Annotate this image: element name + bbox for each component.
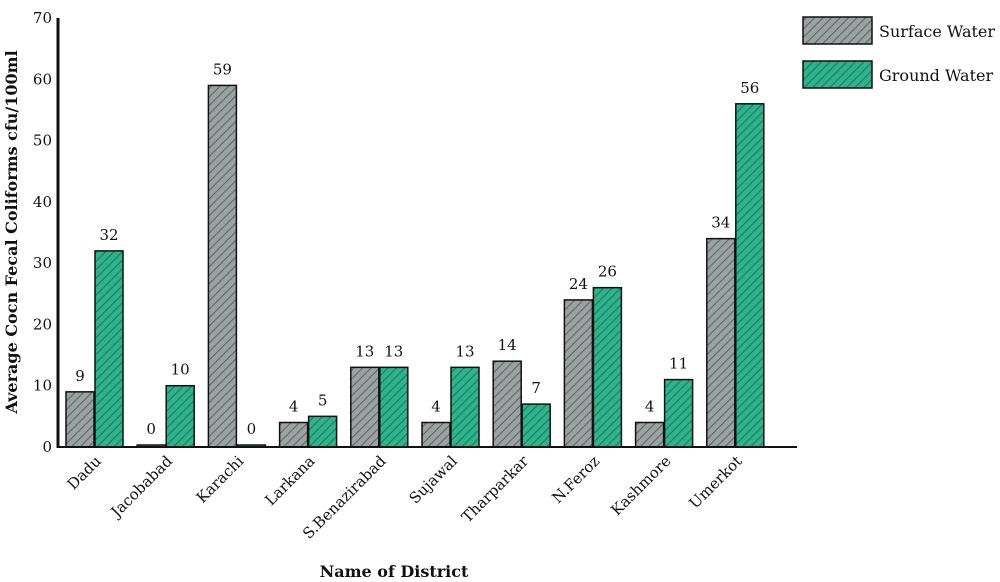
bar-ground-water	[165, 384, 195, 448]
y-tick-label: 40	[33, 193, 52, 211]
bar-surface-water	[706, 237, 736, 448]
data-label-ground-water: 11	[669, 355, 688, 373]
bar-ground-water	[450, 366, 480, 448]
legend-label-ground-water: Ground Water	[879, 66, 993, 85]
x-tick-label: Umerkot	[685, 452, 745, 512]
bar-surface-water	[492, 360, 522, 448]
data-label-ground-water: 13	[384, 342, 403, 360]
x-tick-label: N.Feroz	[548, 452, 603, 507]
bar-ground-water	[592, 286, 623, 448]
data-label-ground-water: 10	[171, 361, 190, 379]
bar-ground-water	[94, 250, 124, 448]
bar-surface-water	[563, 299, 594, 448]
data-label-surface-water: 4	[289, 397, 299, 415]
data-label-ground-water: 56	[740, 79, 759, 97]
legend-label-surface-water: Surface Water	[879, 22, 995, 41]
bar-ground-water	[735, 103, 765, 448]
x-tick-label: Larkana	[261, 452, 318, 509]
y-tick-label: 20	[33, 315, 52, 333]
bar-ground-water	[307, 415, 338, 448]
x-tick-label: Jacobabad	[106, 452, 176, 522]
x-axis-title: Name of District	[320, 562, 469, 581]
bar-surface-water	[207, 84, 238, 448]
x-tick-label: Karachi	[193, 452, 248, 507]
bar-surface-water	[634, 421, 665, 448]
x-tick-label: Dadu	[64, 452, 105, 493]
x-tick-label: Sujawal	[406, 452, 461, 507]
y-tick-label: 0	[42, 438, 52, 456]
data-label-surface-water: 14	[498, 336, 517, 354]
legend-swatch-ground-water	[802, 60, 873, 89]
y-tick-label: 50	[33, 132, 52, 150]
bar-ground-water	[663, 378, 694, 448]
data-label-ground-water: 26	[598, 263, 617, 281]
y-axis-title: Average Cocn Fecal Coliforms cfu/100ml	[2, 50, 21, 414]
data-label-surface-water: 4	[645, 397, 655, 415]
data-label-surface-water: 34	[711, 214, 730, 232]
data-label-ground-water: 32	[99, 226, 118, 244]
data-label-surface-water: 59	[213, 60, 232, 78]
y-tick-label: 60	[33, 70, 52, 88]
data-label-ground-water: 5	[318, 391, 328, 409]
data-label-ground-water: 13	[455, 342, 474, 360]
legend: Surface Water Ground Water	[802, 16, 995, 89]
legend-swatch-surface-water	[802, 16, 873, 45]
data-label-surface-water: 13	[355, 342, 374, 360]
bar-ground-water	[521, 403, 551, 448]
data-label-ground-water: 7	[531, 379, 541, 397]
bar-ground-water	[379, 366, 409, 448]
data-label-surface-water: 9	[75, 367, 85, 385]
data-label-surface-water: 24	[569, 275, 588, 293]
bar-surface-water	[350, 366, 380, 448]
data-label-surface-water: 0	[146, 420, 156, 438]
x-tick-label: Tharparkar	[458, 452, 533, 527]
data-label-surface-water: 4	[431, 397, 441, 415]
y-tick-label: 70	[33, 9, 52, 27]
y-tick-label: 10	[33, 377, 52, 395]
bar-surface-water	[278, 421, 309, 448]
bar-surface-water	[421, 421, 451, 448]
x-tick-label: Kashmore	[607, 452, 674, 519]
y-tick-label: 30	[33, 254, 52, 272]
data-label-ground-water: 0	[247, 420, 257, 438]
bar-surface-water	[65, 391, 95, 448]
